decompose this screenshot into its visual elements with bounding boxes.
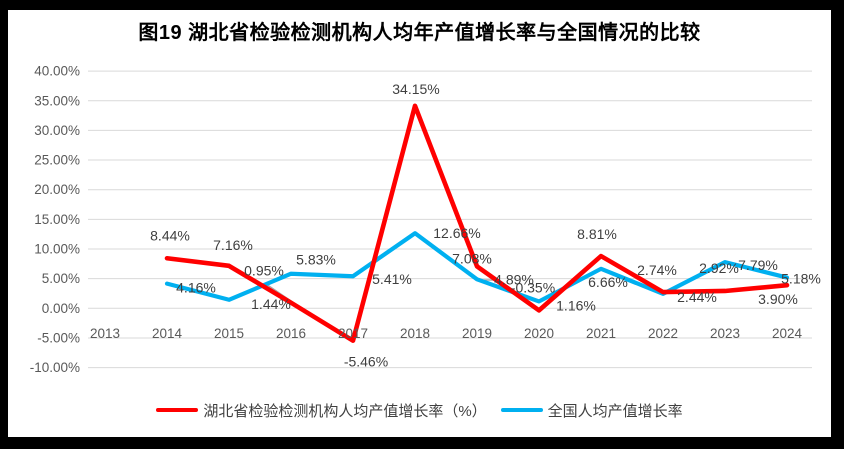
x-axis-label: 2019 (462, 326, 492, 341)
x-axis-label: 2024 (772, 326, 803, 341)
series-line-national (164, 231, 790, 304)
data-label: 7.79% (738, 257, 778, 273)
chart-background (8, 10, 831, 437)
y-axis-label: 15.00% (34, 212, 80, 227)
axis-labels: 40.00% 35.00% 30.00% 25.00% 20.00% 15.00% 10.0… (30, 64, 803, 376)
y-axis-label: 5.00% (42, 271, 80, 286)
data-label: 34.15% (392, 81, 439, 97)
y-axis-label: 35.00% (34, 93, 80, 108)
y-axis-label: -10.00% (30, 360, 80, 375)
data-label: 1.16% (556, 297, 596, 313)
x-axis-label: 2020 (524, 326, 554, 341)
y-axis-label: 30.00% (34, 123, 80, 138)
data-label: 4.16% (176, 280, 216, 296)
data-label: 6.66% (588, 274, 628, 290)
series-line-hubei (164, 103, 790, 343)
y-axis-label: 25.00% (34, 153, 80, 168)
data-label: 7.16% (213, 237, 253, 253)
data-label: 7.08% (452, 250, 492, 266)
data-label: -0.35% (511, 279, 555, 295)
y-axis-label: 0.00% (42, 301, 80, 316)
legend-item-national: 全国人均产值增长率 (500, 400, 683, 421)
x-axis-label: 2018 (400, 326, 430, 341)
chart-title: 图19 湖北省检验检测机构人均年产值增长率与全国情况的比较 (138, 22, 701, 44)
y-axis-label: -5.00% (37, 330, 80, 345)
data-label: 2.74% (637, 262, 677, 278)
data-label: 2.44% (677, 289, 717, 305)
y-axis-label: 20.00% (34, 182, 80, 197)
x-axis-label: 2017 (338, 326, 368, 341)
x-axis-label: 2023 (710, 326, 740, 341)
y-axis-label: 10.00% (34, 242, 80, 257)
data-label: 8.44% (150, 227, 190, 243)
legend-item-hubei: 湖北省检验检测机构人均产值增长率（%） (156, 400, 487, 421)
data-label: 0.95% (244, 263, 284, 279)
data-label: 5.83% (296, 252, 336, 268)
x-axis-label: 2021 (586, 326, 616, 341)
gridlines (88, 70, 812, 369)
x-axis-label: 2016 (276, 326, 306, 341)
legend: 湖北省检验检测机构人均产值增长率（%） 全国人均产值增长率 (8, 399, 831, 421)
data-label: 5.41% (372, 271, 412, 287)
data-label: -5.46% (344, 354, 388, 370)
x-axis-label: 2015 (214, 326, 244, 341)
data-labels: 8.44% 7.16% 0.95% -5.46% 34.15% 7.08% -0.35% 8.… (150, 81, 821, 370)
data-label: 4.89% (494, 271, 534, 287)
legend-marker-national (500, 408, 543, 412)
x-axis-label: 2014 (152, 326, 183, 341)
legend-marker-hubei (156, 408, 199, 412)
series-lines (164, 103, 790, 343)
x-axis-label: 2013 (90, 326, 120, 341)
x-axis-label: 2022 (648, 326, 678, 341)
data-label: 12.66% (433, 225, 480, 241)
data-label: 5.18% (781, 271, 821, 287)
y-axis-label: 40.00% (34, 64, 80, 79)
data-label: 2.92% (699, 260, 739, 276)
legend-label-hubei: 湖北省检验检测机构人均产值增长率（%） (203, 402, 487, 420)
data-label: 3.90% (758, 291, 798, 307)
legend-label-national: 全国人均产值增长率 (547, 402, 683, 420)
data-label: 1.44% (251, 296, 291, 312)
data-label: 8.81% (577, 226, 617, 242)
